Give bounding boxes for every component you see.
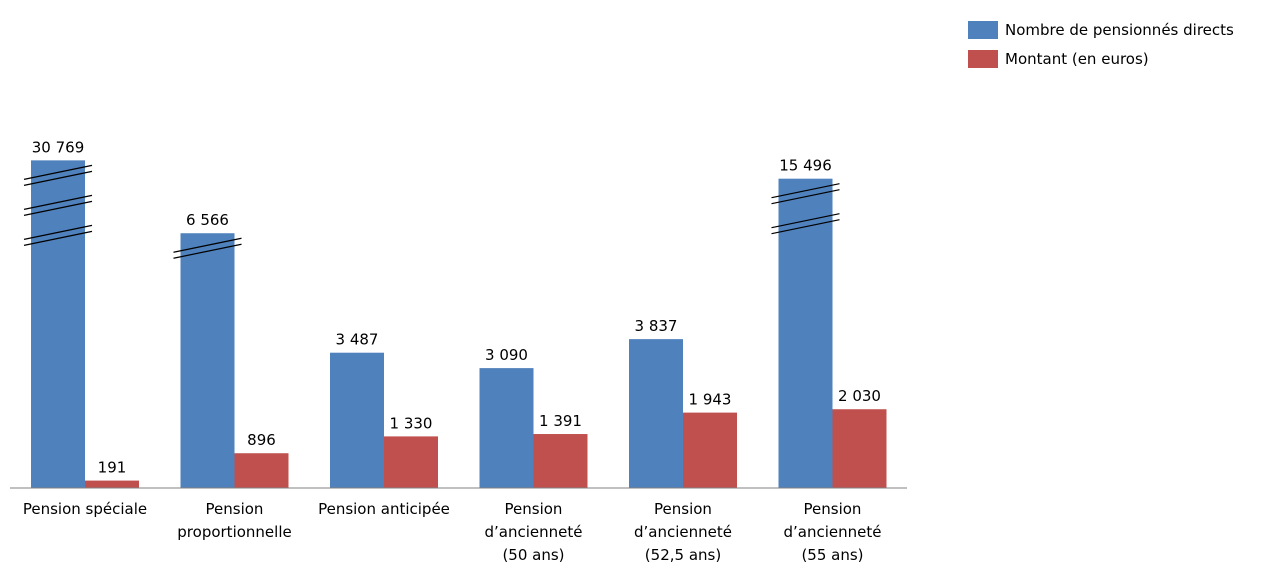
category-label: proportionnelle xyxy=(177,523,291,541)
data-label-pensionnes: 6 566 xyxy=(186,211,229,229)
legend-label-montant: Montant (en euros) xyxy=(1005,50,1149,68)
axis-breaks-layer xyxy=(24,165,840,258)
category-label: (50 ans) xyxy=(502,546,564,564)
category-label: d’ancienneté xyxy=(634,523,732,541)
bar-pensionnes xyxy=(31,160,85,488)
category-label: Pension anticipée xyxy=(318,500,450,518)
legend-item-pensionnes: Nombre de pensionnés directs xyxy=(968,18,1234,42)
data-label-montant: 2 030 xyxy=(838,387,881,405)
value-labels-layer: 30 769 191 6 566 896 3 487 1 330 3 090 1 391 3 8… xyxy=(32,138,881,476)
legend-swatch-montant xyxy=(968,50,998,68)
data-label-pensionnes: 3 837 xyxy=(635,317,678,335)
category-label: Pension xyxy=(804,500,862,518)
legend-label-pensionnes: Nombre de pensionnés directs xyxy=(1005,21,1234,39)
category-labels-layer: Pension spéciale Pension proportionnelle Pe… xyxy=(23,500,882,564)
data-label-montant: 191 xyxy=(98,459,127,477)
legend: Nombre de pensionnés directs Montant (en… xyxy=(968,18,1234,76)
bar-montant xyxy=(833,409,887,488)
data-label-montant: 1 391 xyxy=(539,412,582,430)
data-label-montant: 1 943 xyxy=(689,391,732,409)
data-label-pensionnes: 15 496 xyxy=(779,157,832,175)
data-label-pensionnes: 3 487 xyxy=(336,331,379,349)
bar-montant xyxy=(85,481,139,488)
category-label: d’ancienneté xyxy=(784,523,882,541)
data-label-montant: 1 330 xyxy=(390,414,433,432)
category-label: Pension xyxy=(505,500,563,518)
category-label: Pension xyxy=(206,500,264,518)
category-label: Pension spéciale xyxy=(23,500,147,518)
bar-montant xyxy=(235,453,289,488)
bar-montant xyxy=(534,434,588,488)
bar-pensionnes xyxy=(480,368,534,488)
bar-pensionnes xyxy=(181,233,235,488)
legend-item-montant: Montant (en euros) xyxy=(968,47,1234,71)
legend-swatch-pensionnes xyxy=(968,21,998,39)
category-label: (52,5 ans) xyxy=(645,546,721,564)
category-label: (55 ans) xyxy=(801,546,863,564)
bar-pensionnes xyxy=(629,339,683,488)
data-label-montant: 896 xyxy=(247,431,276,449)
data-label-pensionnes: 3 090 xyxy=(485,346,528,364)
bar-montant xyxy=(683,413,737,488)
category-label: Pension xyxy=(654,500,712,518)
bar-montant xyxy=(384,436,438,488)
data-label-pensionnes: 30 769 xyxy=(32,138,85,156)
category-label: d’ancienneté xyxy=(485,523,583,541)
bars-layer xyxy=(31,160,887,488)
bar-pensionnes xyxy=(330,353,384,488)
